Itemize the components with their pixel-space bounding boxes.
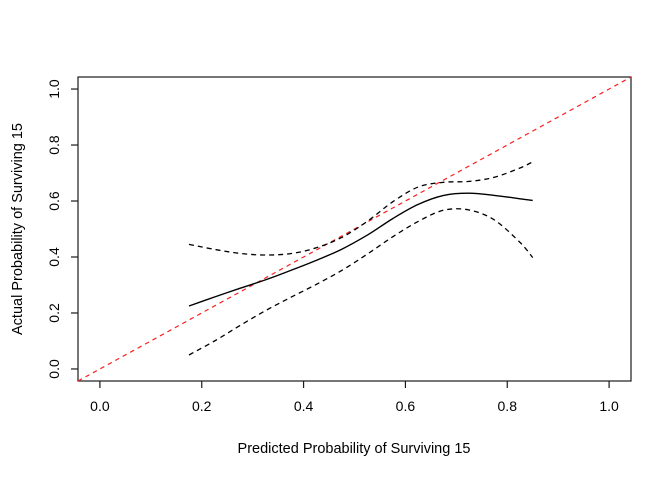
ideal-line (77, 76, 632, 382)
y-tick-label: 0.2 (46, 303, 62, 323)
x-tick-label: 0.2 (192, 398, 212, 414)
plot-series (77, 76, 632, 382)
y-tick-label: 0.4 (46, 247, 62, 267)
y-tick-label: 0.0 (46, 359, 62, 379)
plot-border-box (77, 76, 632, 382)
x-tick-label: 0.0 (90, 398, 110, 414)
lower-confidence-band (188, 208, 534, 356)
x-tick-label: 0.4 (294, 398, 314, 414)
x-tick-label: 0.8 (498, 398, 518, 414)
y-tick-label: 0.8 (46, 135, 62, 155)
y-tick-label: 0.6 (46, 191, 62, 211)
x-axis-title: Predicted Probability of Surviving 15 (238, 441, 471, 457)
x-axis-ticks: 0.0 0.2 0.4 0.6 0.8 1.0 (90, 381, 619, 414)
x-tick-label: 1.0 (599, 398, 619, 414)
y-axis-ticks: 0.0 0.2 0.4 0.6 0.8 1.0 (46, 79, 78, 379)
calibration-curve (188, 192, 533, 307)
upper-confidence-band (188, 161, 533, 256)
y-axis-title: Actual Probability of Surviving 15 (10, 123, 26, 335)
y-tick-label: 1.0 (46, 79, 62, 99)
x-tick-label: 0.6 (396, 398, 416, 414)
